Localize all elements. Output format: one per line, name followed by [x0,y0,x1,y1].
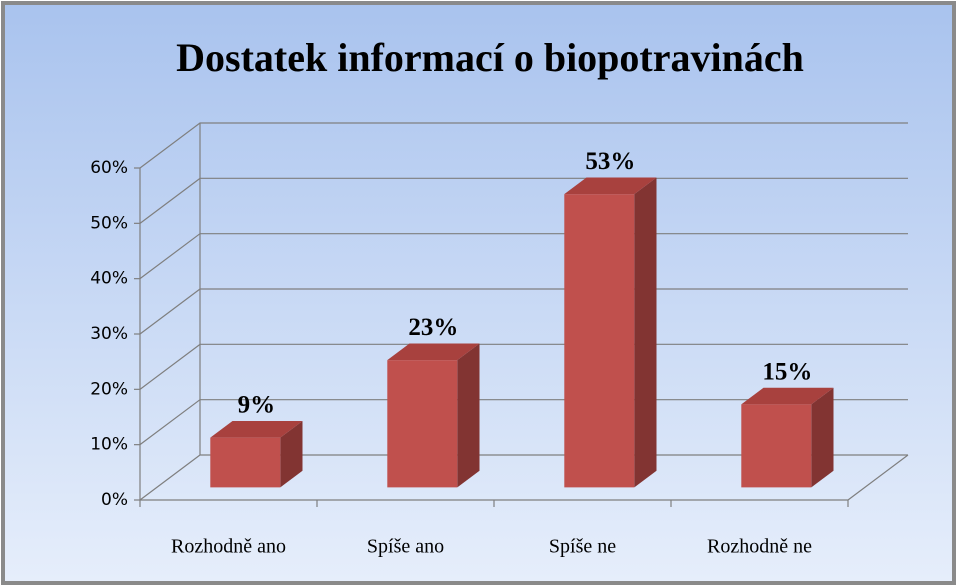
y-tick-label: 30% [90,324,128,344]
data-label: 15% [762,358,812,385]
bar-top [387,343,480,361]
y-tick-label: 60% [90,158,128,178]
bar-top [741,387,834,405]
grid-line [139,343,908,390]
grid-line [139,177,908,224]
bar-front [210,437,281,488]
bar [210,420,303,488]
grid-line [139,233,908,280]
bar-front [387,360,458,488]
bar-side [457,343,480,488]
y-tick-label: 0% [101,490,128,510]
y-tick-label: 50% [90,213,128,233]
bar [387,343,480,488]
grid-line [139,288,908,335]
bar-front [564,194,635,488]
y-tick-label: 40% [90,269,128,289]
data-label: 9% [238,392,276,419]
chart-title: Dostatek informací o biopotravinách [176,35,804,80]
y-tick-label: 20% [90,379,128,399]
bar-top [210,420,303,438]
bar [564,177,657,488]
x-tick-label: Spíše ne [549,536,616,558]
bar-side [811,387,834,488]
y-tick-label: 10% [90,435,128,455]
x-tick-label: Spíše ano [367,536,444,558]
x-tick-label: Rozhodně ne [707,536,812,558]
bar [741,387,834,488]
grid-line [139,399,908,446]
bar-front [741,404,812,488]
grid-line [139,454,908,501]
data-label: 53% [585,148,635,175]
bar-side [634,177,657,488]
x-tick-label: Rozhodně ano [171,536,286,558]
data-label: 23% [408,314,458,341]
grid-line [139,122,908,169]
bar-side [280,420,303,488]
bar-top [564,177,657,195]
